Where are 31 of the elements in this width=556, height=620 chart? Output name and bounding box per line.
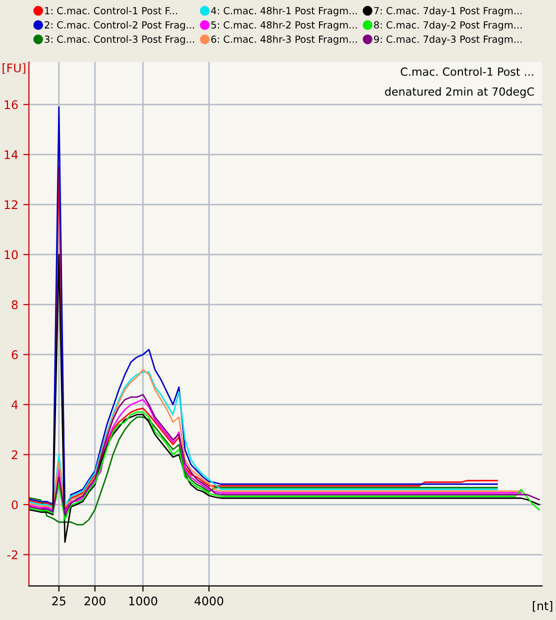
y-tick-label: 6 — [12, 350, 18, 360]
legend-label: 1: C.mac. Control-1 Post F... — [45, 6, 178, 14]
y-tick-label: 8 — [12, 300, 18, 310]
x-tick-label: 200 — [84, 596, 106, 606]
y-tick-label: 4 — [12, 400, 18, 410]
y-axis-title: [FU] — [2, 63, 26, 74]
line-series — [28, 254, 540, 543]
legend-label: 2: C.mac. Control-2 Post Frag... — [44, 21, 194, 30]
annotation: C.mac. Control-1 Post ... — [400, 67, 534, 76]
y-tick-label: 10 — [4, 250, 18, 260]
y-tick-label: 12 — [4, 200, 18, 210]
legend-label: 4: C.mac. 48hr-1 Post Fragm... — [211, 6, 357, 16]
legend-label: 6: C.mac. 48hr-3 Post Fragm... — [211, 35, 357, 45]
y-tick-label: 0 — [12, 500, 18, 510]
line-series — [28, 106, 498, 518]
x-tick-label: 4000 — [194, 596, 224, 606]
y-tick-label: -2 — [7, 550, 18, 560]
legend-label: 5: C.mac. 48hr-2 Post Fragm... — [211, 21, 357, 30]
line-series — [28, 416, 498, 526]
annotation: denatured 2min at 70degC — [385, 87, 534, 98]
line-series — [28, 411, 540, 520]
legend-label: 8: C.mac. 7day-2 Post Fragm... — [374, 21, 522, 30]
x-tick-label: 1000 — [129, 596, 158, 606]
legend-label: 9: C.mac. 7day-3 Post Fragm... — [374, 35, 522, 45]
legend-label: 3: C.mac. Control-3 Post Frag... — [44, 35, 194, 45]
x-tick-label: 25 — [52, 596, 66, 606]
x-axis-title: [nt] — [532, 601, 552, 612]
y-tick-label: 16 — [4, 100, 18, 110]
legend-label: 7: C.mac. 7day-1 Post Fragm... — [374, 6, 522, 16]
y-tick-label: 14 — [4, 150, 18, 160]
y-tick-label: 2 — [12, 450, 18, 460]
